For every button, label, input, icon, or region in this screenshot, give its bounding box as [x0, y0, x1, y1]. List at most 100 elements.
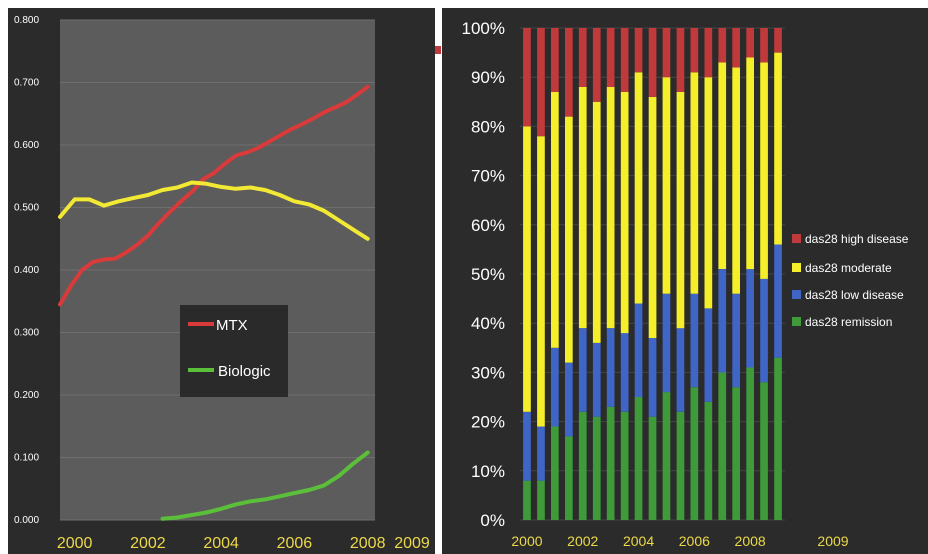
bar-segment-low-disease — [760, 278, 768, 383]
line-y-tick-label: 0.300 — [14, 328, 39, 339]
bar-segment-remission — [578, 411, 587, 520]
bar-segment-moderate — [606, 87, 615, 329]
bar-segment-high-disease — [523, 28, 531, 127]
bar-segment-moderate — [774, 52, 782, 245]
bar-segment-low-disease — [732, 293, 740, 388]
bar-y-tick-label: 20% — [471, 413, 505, 432]
decorative-marker — [435, 46, 441, 54]
bar-segment-low-disease — [551, 347, 559, 427]
bar-x-tick-label: 2004 — [623, 533, 654, 549]
bar-segment-moderate — [690, 72, 699, 294]
line-chart-panel: 0.000 0.100 0.200 0.300 0.400 0.500 0.600 0.700… — [8, 8, 435, 554]
bar-segment-high-disease — [704, 28, 713, 78]
bar-y-tick-label: 50% — [471, 265, 505, 284]
bar-segment-remission — [551, 426, 559, 520]
bar-segment-low-disease — [634, 303, 643, 397]
bar-segment-high-disease — [774, 28, 782, 53]
bar-segment-remission — [732, 387, 740, 520]
bar-segment-low-disease — [537, 426, 545, 481]
bar-y-tick-label: 0% — [480, 511, 505, 530]
bar-y-tick-label: 100% — [462, 19, 505, 38]
line-x-tick-label: 2004 — [203, 535, 239, 552]
bar-y-tick-label: 10% — [471, 462, 505, 481]
bar-legend-label: das28 low disease — [805, 288, 904, 302]
bar-segment-remission — [690, 387, 699, 520]
bar-segment-high-disease — [760, 28, 768, 63]
bar-segment-moderate — [718, 62, 727, 270]
bar-segment-high-disease — [718, 28, 727, 63]
bar-segment-remission — [704, 401, 713, 520]
bar-x-tick-label: 2006 — [679, 533, 710, 549]
bar-legend-label: das28 high disease — [805, 232, 909, 246]
bar-legend-swatch — [792, 263, 801, 272]
line-y-tick-label: 0.700 — [14, 78, 39, 89]
bar-segment-moderate — [565, 116, 573, 363]
bar-segment-high-disease — [565, 28, 573, 117]
bar-segment-moderate — [648, 96, 657, 339]
bar-segment-moderate — [732, 67, 740, 294]
bar-segment-high-disease — [592, 28, 601, 102]
bar-y-tick-label: 90% — [471, 68, 505, 87]
bar-x-tick-label: 2009 — [817, 533, 848, 549]
bar-segment-low-disease — [523, 411, 531, 481]
bar-segment-remission — [718, 372, 727, 520]
bar-x-tick-label: 2008 — [735, 533, 766, 549]
bar-segment-high-disease — [634, 28, 643, 73]
bar-segment-high-disease — [676, 28, 685, 92]
bar-segment-low-disease — [746, 269, 754, 368]
bar-y-tick-labels: 0% 10% 20% 30% 40% 50% 60% 70% 80% 90% 100% — [462, 19, 505, 530]
bar-segment-remission — [648, 416, 657, 520]
line-y-tick-label: 0.500 — [14, 203, 39, 214]
line-series-mtx — [58, 84, 370, 307]
bar-y-tick-label: 40% — [471, 314, 505, 333]
bar-segment-moderate — [746, 57, 754, 270]
line-x-tick-label: 2002 — [130, 535, 166, 552]
bar-segment-low-disease — [676, 328, 685, 412]
bar-x-tick-label: 2002 — [567, 533, 598, 549]
bar-segment-moderate — [537, 136, 545, 427]
legend-label-mtx: MTX — [216, 317, 248, 334]
bar-segment-remission — [676, 411, 685, 520]
bar-segment-remission — [634, 397, 643, 520]
bar-legend-swatch — [792, 317, 801, 326]
line-y-tick-label: 0.100 — [14, 453, 39, 464]
line-x-tick-label: 2006 — [277, 535, 313, 552]
bar-segment-high-disease — [648, 28, 657, 97]
bar-y-tick-label: 80% — [471, 117, 505, 136]
line-series — [58, 84, 370, 521]
bar-segment-remission — [760, 382, 768, 520]
bar-segment-remission — [620, 411, 629, 520]
line-y-tick-label: 0.000 — [14, 515, 39, 526]
bar-segment-remission — [662, 392, 671, 520]
line-series-biologic — [160, 450, 370, 521]
bar-segment-low-disease — [565, 362, 573, 437]
bar-segment-low-disease — [606, 328, 615, 407]
line-y-tick-label: 0.200 — [14, 390, 39, 401]
bar-segment-moderate — [551, 92, 559, 348]
bar-segment-moderate — [620, 92, 629, 334]
line-legend: MTX Biologic — [180, 305, 288, 397]
line-y-tick-label: 0.400 — [14, 265, 39, 276]
line-x-tick-labels: 2000 2002 2004 2006 2008 2009 — [57, 535, 430, 552]
bar-x-tick-labels: 2000 2002 2004 2006 2008 2009 — [511, 533, 848, 549]
bar-segment-remission — [774, 357, 782, 520]
bar-segment-moderate — [676, 92, 685, 329]
line-x-tick-label: 2008 — [350, 535, 386, 552]
line-x-tick-label: 2000 — [57, 535, 93, 552]
bar-y-tick-label: 60% — [471, 216, 505, 235]
bar-segment-low-disease — [718, 269, 727, 373]
bar-segment-moderate — [523, 126, 531, 412]
bar-segment-remission — [565, 436, 573, 520]
line-x-tick-label: 2009 — [394, 535, 430, 552]
bar-chart-panel: 0%10%20%30%40%50%60%70%80%90%100% 2000 20… — [442, 8, 928, 554]
bar-segment-high-disease — [551, 28, 559, 92]
bar-legend-label: das28 remission — [805, 315, 892, 329]
legend-label-biologic: Biologic — [218, 363, 271, 380]
bar-segment-moderate — [704, 77, 713, 309]
bar-segment-low-disease — [648, 338, 657, 417]
bar-segment-low-disease — [592, 342, 601, 417]
bar-legend-swatch — [792, 234, 801, 243]
bar-segment-low-disease — [690, 293, 699, 388]
